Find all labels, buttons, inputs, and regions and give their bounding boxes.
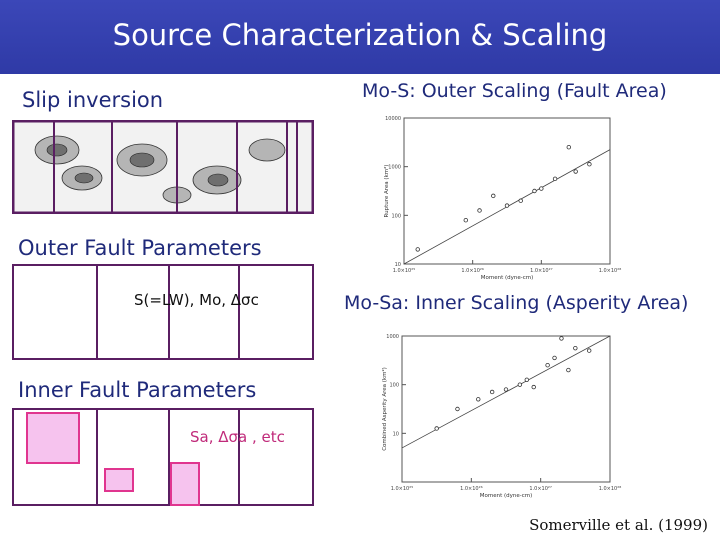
data-point: [489, 389, 495, 395]
data-point: [532, 188, 537, 194]
slip-contour-image: [11, 119, 315, 215]
data-point: [573, 169, 578, 174]
inner-scaling-label: Mo-Sa: Inner Scaling (Asperity Area): [344, 292, 689, 314]
data-point: [586, 348, 592, 353]
x-tick-label: 1.0×10²⁵: [391, 486, 414, 492]
outer-params-label: Outer Fault Parameters: [18, 236, 262, 260]
outer-params-text: S(=LW), Mo, Δσc: [134, 291, 259, 309]
subfault-divider: [96, 264, 98, 360]
data-point: [587, 162, 592, 167]
inner-params-label: Inner Fault Parameters: [18, 378, 257, 402]
data-point: [531, 384, 536, 390]
slip-inversion-label: Slip inversion: [22, 88, 164, 112]
asperity-medium: [170, 462, 200, 506]
subfault-divider: [168, 264, 170, 360]
data-point: [415, 247, 420, 252]
data-point: [491, 193, 496, 199]
x-tick-label: 1.0×10²⁵: [393, 268, 416, 274]
x-tick-label: 1.0×10²⁶: [461, 268, 484, 274]
y-tick-label: 1000: [386, 334, 399, 340]
subfault-divider: [238, 408, 240, 506]
asperity-small: [104, 468, 134, 492]
plot-frame: [403, 117, 611, 265]
x-tick-label: 1.0×10²⁷: [529, 486, 552, 492]
inner-scaling-plot: 1000 100 10 1.0×10²⁵ 1.0×10²⁶ 1.0×10²⁷ 1.0×10²…: [381, 334, 622, 499]
asperity-large: [26, 412, 80, 464]
slide-title: Source Characterization & Scaling: [112, 18, 608, 52]
inner-fault-box: [12, 408, 314, 506]
outer-scaling-chart: 10000 1000 100 10 1.0×10²⁵ 1.0×10²⁶ 1.0×10²⁷ 1.…: [372, 112, 630, 284]
inner-params-text: Sa, Δσa , etc: [190, 428, 285, 446]
data-point: [566, 367, 571, 373]
data-point: [524, 377, 529, 382]
x-tick-label: 1.0×10²⁶: [460, 486, 483, 492]
outer-scaling-label: Mo-S: Outer Scaling (Fault Area): [362, 80, 667, 102]
inner-scaling-chart: 1000 100 10 1.0×10²⁵ 1.0×10²⁶ 1.0×10²⁷ 1.0×10²…: [368, 330, 630, 502]
data-point: [545, 363, 550, 368]
data-point: [573, 345, 578, 351]
data-point: [559, 336, 564, 341]
data-point: [477, 208, 482, 213]
y-tick-label: 10: [393, 431, 399, 437]
subfault-divider: [238, 264, 240, 360]
data-point: [539, 186, 544, 191]
subfault-divider: [168, 408, 170, 506]
subfault-divider: [96, 408, 98, 506]
y-tick-label: 100: [391, 213, 401, 219]
data-point: [455, 406, 460, 412]
fit-line: [401, 335, 611, 449]
y-tick-label: 10000: [385, 116, 401, 122]
x-axis-label: Moment (dyne-cm): [480, 493, 533, 499]
x-axis-label: Moment (dyne-cm): [481, 275, 534, 281]
data-point: [518, 198, 523, 203]
y-tick-label: 100: [389, 383, 399, 389]
data-point: [434, 426, 439, 431]
data-point: [504, 203, 510, 208]
data-point: [476, 397, 481, 402]
y-tick-label: 10: [395, 262, 401, 268]
data-point: [517, 382, 523, 387]
x-tick-label: 1.0×10²⁸: [599, 486, 622, 492]
x-tick-label: 1.0×10²⁸: [599, 268, 622, 274]
title-bar: Source Characterization & Scaling: [0, 0, 720, 74]
data-point: [552, 176, 558, 182]
citation: Somerville et al. (1999): [529, 516, 708, 534]
data-point: [552, 355, 557, 361]
y-axis-label: Rupture Area (km²): [383, 165, 390, 218]
y-tick-label: 1000: [388, 165, 401, 171]
slip-inversion-map: [11, 119, 315, 215]
outer-scaling-plot: 10000 1000 100 101.0×10²⁵ 1.0×10²⁶ 1.0×10²⁷ 1.…: [383, 116, 622, 281]
plot-frame: [401, 335, 611, 483]
y-axis-label: Combined Asperity Area (km²): [381, 367, 388, 451]
outer-fault-box: [12, 264, 314, 360]
data-point: [566, 145, 571, 150]
data-point: [463, 217, 468, 223]
data-point: [503, 387, 509, 392]
x-tick-label: 1.0×10²⁷: [530, 268, 553, 274]
